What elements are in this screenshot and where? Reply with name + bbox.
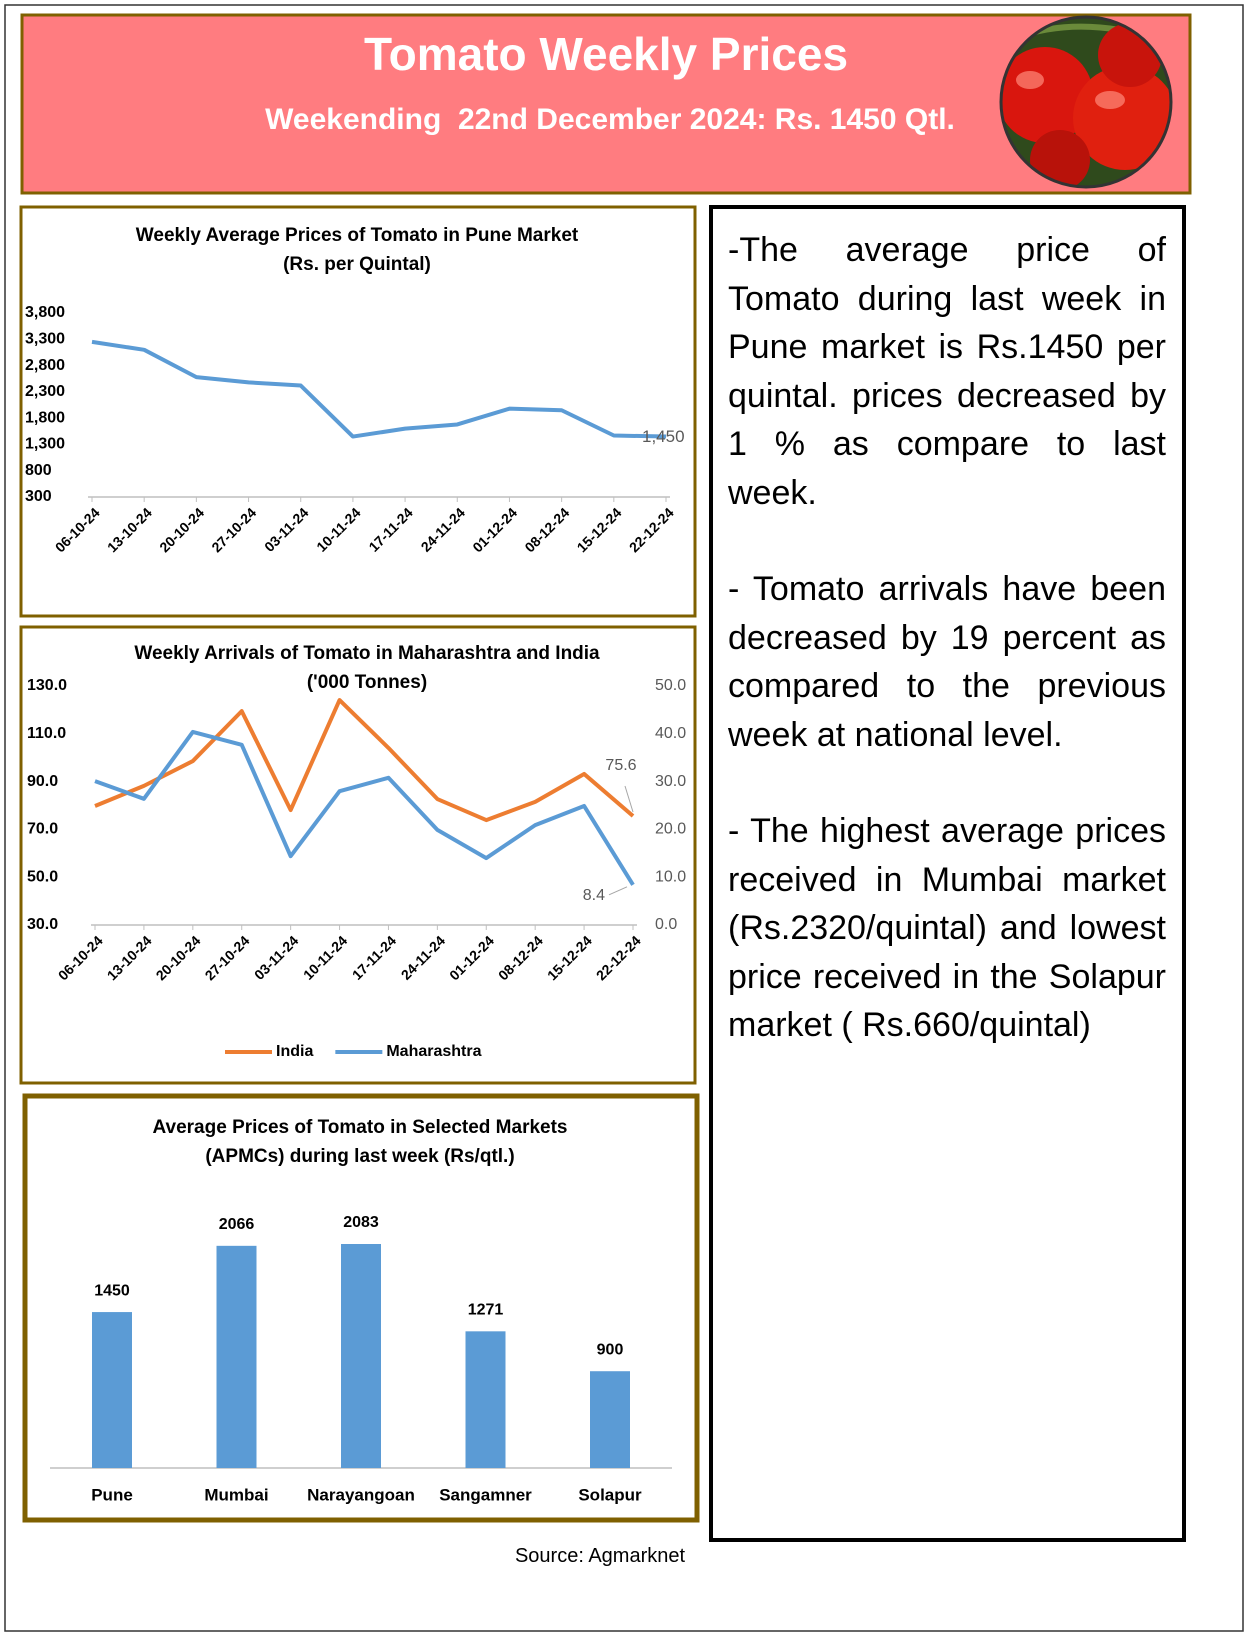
data-line <box>92 342 666 437</box>
chart-title: Weekly Average Prices of Tomato in Pune … <box>136 225 579 246</box>
x-tick-label: 17-11-24 <box>349 932 400 983</box>
x-tick-label: 15-12-24 <box>544 932 595 983</box>
bar <box>341 1244 381 1468</box>
x-tick-label: 01-12-24 <box>469 504 520 555</box>
chart-subtitle: (APMCs) during last week (Rs/qtl.) <box>205 1146 514 1167</box>
y-tick-label: 30.0 <box>27 916 58 933</box>
bar <box>590 1371 630 1468</box>
y-tick-label: 3,300 <box>25 331 65 348</box>
data-label: 2083 <box>343 1214 379 1231</box>
x-tick-label: 10-11-24 <box>313 504 364 555</box>
y2-tick-label: 30.0 <box>655 773 686 790</box>
data-label: 2066 <box>219 1216 255 1233</box>
y-tick-label: 300 <box>25 488 52 505</box>
bar <box>466 1331 506 1468</box>
y2-tick-label: 50.0 <box>655 677 686 694</box>
x-tick-label: 08-12-24 <box>495 932 546 983</box>
y-tick-label: 110.0 <box>27 725 66 742</box>
x-tick-label: 06-10-24 <box>55 932 106 983</box>
x-tick-label: 10-11-24 <box>300 932 351 983</box>
x-tick-label: 01-12-24 <box>446 932 497 983</box>
x-tick-label: 20-10-24 <box>156 504 207 555</box>
label-leader <box>609 887 627 895</box>
data-label: 900 <box>597 1341 624 1358</box>
x-tick-label: 08-12-24 <box>521 504 572 555</box>
data-label: 75.6 <box>605 757 636 774</box>
x-tick-label: 17-11-24 <box>365 504 416 555</box>
data-label: 1271 <box>468 1302 504 1319</box>
commentary-paragraph: -The average price of Tomato during last… <box>728 226 1166 517</box>
x-tick-label: Pune <box>91 1485 133 1504</box>
header-subtitle: Weekending 22nd December 2024: Rs. 1450 … <box>265 103 955 136</box>
data-label: 1,450 <box>642 427 685 446</box>
header-title: Tomato Weekly Prices <box>364 28 848 80</box>
x-tick-label: 22-12-24 <box>593 932 644 983</box>
y-tick-label: 2,300 <box>25 383 65 400</box>
x-tick-label: 13-10-24 <box>104 504 155 555</box>
x-tick-label: Sangamner <box>439 1485 532 1504</box>
x-tick-label: 13-10-24 <box>104 932 155 983</box>
x-tick-label: Mumbai <box>204 1485 268 1504</box>
legend-label: India <box>276 1043 313 1060</box>
source-note: Source: Agmarknet <box>0 1545 1200 1568</box>
y-tick-label: 1,300 <box>25 436 65 453</box>
bar <box>92 1312 132 1468</box>
x-tick-label: 03-11-24 <box>251 932 302 983</box>
commentary-paragraph: - The highest average prices received in… <box>728 807 1166 1050</box>
x-tick-label: 15-12-24 <box>574 504 625 555</box>
y-tick-label: 1,800 <box>25 409 65 426</box>
x-tick-label: 27-10-24 <box>202 932 253 983</box>
y-tick-label: 130.0 <box>27 677 67 694</box>
data-line <box>95 700 633 820</box>
y2-tick-label: 40.0 <box>655 725 686 742</box>
x-tick-label: 03-11-24 <box>261 504 312 555</box>
y2-tick-label: 10.0 <box>655 868 686 885</box>
data-line <box>95 732 633 885</box>
x-tick-label: 22-12-24 <box>626 504 677 555</box>
chart-subtitle: ('000 Tonnes) <box>307 672 427 693</box>
y2-tick-label: 20.0 <box>655 821 686 838</box>
y-tick-label: 800 <box>25 462 52 479</box>
x-tick-label: Solapur <box>578 1485 642 1504</box>
x-tick-label: Narayangoan <box>307 1485 415 1504</box>
chart-title: Average Prices of Tomato in Selected Mar… <box>153 1117 568 1138</box>
x-tick-label: 06-10-24 <box>52 504 103 555</box>
panel-border <box>21 627 695 1083</box>
x-tick-label: 24-11-24 <box>418 504 469 555</box>
commentary-paragraph: - Tomato arrivals have been decreased by… <box>728 565 1166 759</box>
y-tick-label: 70.0 <box>27 821 58 838</box>
page: Tomato Weekly Prices Weekending 22nd Dec… <box>0 0 1249 1636</box>
x-tick-label: 24-11-24 <box>398 932 449 983</box>
y-tick-label: 90.0 <box>27 773 58 790</box>
data-label: 8.4 <box>583 887 605 904</box>
x-tick-label: 27-10-24 <box>208 504 259 555</box>
chart-subtitle: (Rs. per Quintal) <box>283 254 431 275</box>
y-tick-label: 2,800 <box>25 357 65 374</box>
data-label: 1450 <box>94 1282 130 1299</box>
bar <box>217 1246 257 1468</box>
chart-title: Weekly Arrivals of Tomato in Maharashtra… <box>134 643 600 664</box>
legend-label: Maharashtra <box>386 1043 481 1060</box>
y-tick-label: 3,800 <box>25 304 65 321</box>
y-tick-label: 50.0 <box>27 868 58 885</box>
commentary: -The average price of Tomato during last… <box>728 226 1166 1098</box>
y2-tick-label: 0.0 <box>655 916 677 933</box>
x-tick-label: 20-10-24 <box>153 932 204 983</box>
